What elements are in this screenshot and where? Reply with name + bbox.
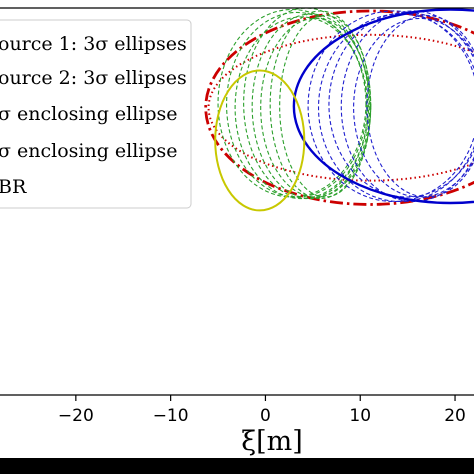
- source-2-ellipse-3: [340, 10, 474, 203]
- legend-box: [0, 19, 192, 209]
- axes-frame: [0, 7, 474, 396]
- x-axis-label: ξ[m]: [241, 426, 303, 457]
- legend-label-br: BR: [0, 176, 27, 198]
- source-1-ellipse-7: [279, 14, 372, 198]
- legend-label-enclosing-dashdot: σ enclosing ellipse: [0, 103, 178, 125]
- x-tick-label: 0: [260, 406, 271, 426]
- x-tick-label: 10: [349, 406, 371, 426]
- BR-ellipse-0: [214, 69, 306, 212]
- x-tick-label: 20: [444, 406, 466, 426]
- source-2-ellipse-5: [366, 14, 474, 198]
- legend-label-enclosing-dotted: σ enclosing ellipse: [0, 140, 178, 162]
- source-2-ellipse-2: [328, 11, 474, 198]
- source-2-ellipse-0: [307, 10, 474, 203]
- enclosing-main-ellipse-0: [292, 8, 474, 205]
- legend-label-source-2: ource 2: 3σ ellipses: [0, 67, 187, 89]
- enclosing-ellipse-0: [207, 33, 474, 182]
- x-axis-ticks: −20 −10 0 10 20: [58, 395, 466, 426]
- bottom-bar: [0, 458, 474, 474]
- legend-label-source-1: ource 1: 3σ ellipses: [0, 33, 187, 55]
- source-1-ellipse-1: [226, 11, 368, 198]
- legend: ource 1: 3σ ellipses ource 2: 3σ ellipse…: [0, 19, 192, 209]
- x-tick-label: −10: [153, 406, 189, 426]
- source-1-ellipse-4: [251, 13, 371, 200]
- source-1-ellipse-2: [234, 16, 369, 200]
- x-tick-label: −20: [58, 406, 94, 426]
- ellipse-layer: [204, 8, 474, 212]
